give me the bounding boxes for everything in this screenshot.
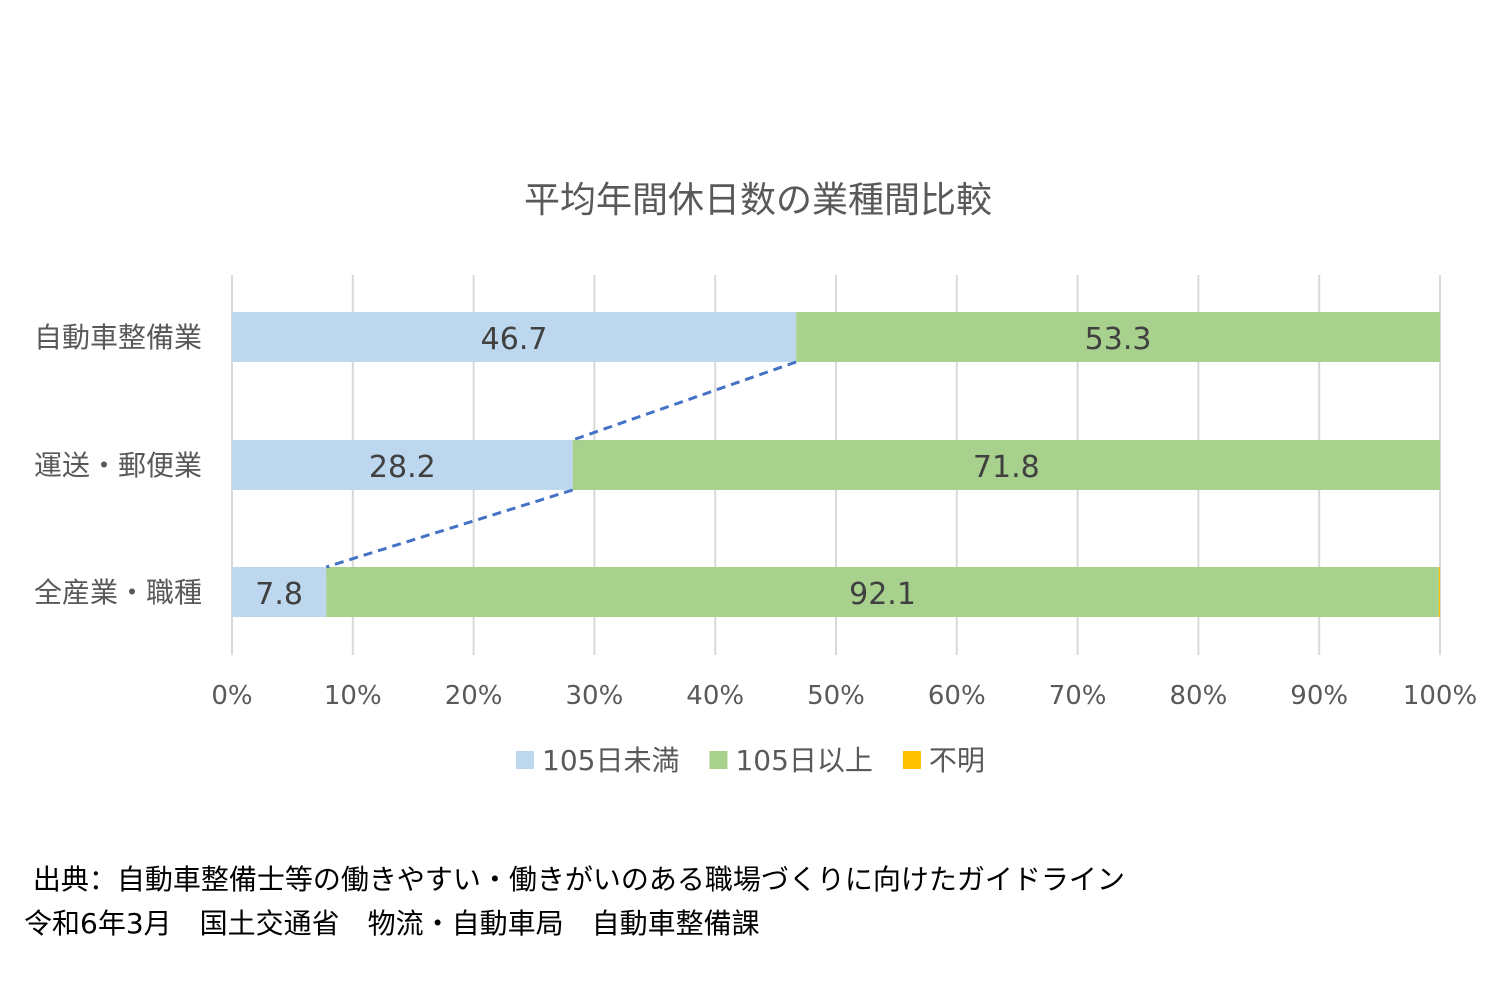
data-label: 92.1 bbox=[849, 577, 916, 612]
data-label: 7.8 bbox=[255, 577, 303, 612]
bar-segment bbox=[326, 567, 1439, 617]
chart-title: 平均年間休日数の業種間比較 bbox=[524, 180, 992, 221]
data-label: 53.3 bbox=[1085, 322, 1152, 357]
category-label: 全産業・職種 bbox=[34, 576, 202, 609]
legend-swatch bbox=[902, 751, 921, 769]
legend-swatch bbox=[709, 751, 728, 769]
category-label: 自動車整備業 bbox=[34, 321, 202, 354]
x-tick-label: 10% bbox=[324, 681, 382, 711]
legend-label: 105日以上 bbox=[735, 744, 872, 777]
bar-segment bbox=[232, 312, 797, 362]
x-tick-label: 70% bbox=[1049, 681, 1107, 711]
source-line-2: 令和6年3月 国土交通省 物流・自動車局 自動車整備課 bbox=[24, 907, 760, 940]
x-tick-label: 40% bbox=[686, 681, 744, 711]
bar-segment bbox=[232, 567, 327, 617]
series-line bbox=[572, 360, 797, 442]
bar-segment bbox=[232, 440, 573, 490]
legend-label: 不明 bbox=[929, 744, 985, 777]
x-tick-label: 80% bbox=[1170, 681, 1228, 711]
data-label: 46.7 bbox=[481, 322, 548, 357]
source-line-1: 出典：自動車整備士等の働きやすい・働きがいのある職場づくりに向けたガイドライン bbox=[24, 863, 1125, 896]
category-label: 運送・郵便業 bbox=[34, 449, 202, 482]
data-label: 71.8 bbox=[973, 450, 1040, 485]
x-tick-label: 60% bbox=[928, 681, 986, 711]
bar-segment bbox=[796, 312, 1440, 362]
legend-swatch bbox=[516, 751, 534, 769]
data-label: 28.2 bbox=[369, 450, 436, 485]
x-tick-label: 30% bbox=[566, 681, 624, 711]
series-line bbox=[325, 488, 574, 569]
x-tick-label: 50% bbox=[807, 681, 865, 711]
x-tick-label: 90% bbox=[1290, 681, 1348, 711]
bar-segment bbox=[1438, 567, 1440, 617]
x-tick-label: 20% bbox=[445, 681, 503, 711]
x-tick-label: 100% bbox=[1403, 681, 1477, 711]
legend-label: 105日未満 bbox=[542, 744, 679, 777]
x-tick-label: 0% bbox=[211, 681, 252, 711]
bar-segment bbox=[572, 440, 1440, 490]
